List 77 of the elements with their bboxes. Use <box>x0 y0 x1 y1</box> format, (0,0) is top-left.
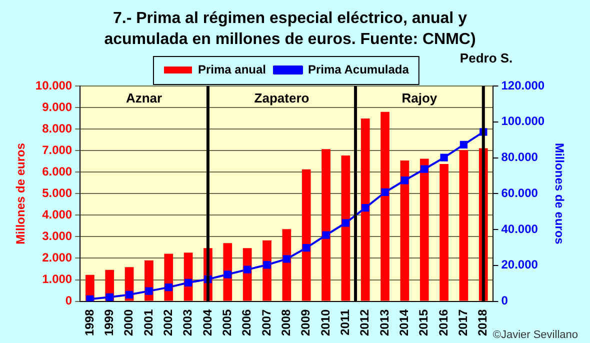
point <box>420 165 428 173</box>
x-tick-label: 2000 <box>122 308 136 336</box>
x-tick-label: 2011 <box>338 308 352 336</box>
x-tick-label: 2013 <box>377 308 392 336</box>
x-tick-label: 2016 <box>436 308 450 336</box>
bar <box>360 118 370 301</box>
y-tick-label: 0 <box>65 294 72 308</box>
bar <box>459 150 468 301</box>
point <box>381 188 389 196</box>
bar <box>440 164 448 301</box>
y-tick-label: 9.000 <box>42 100 72 114</box>
point <box>86 295 94 302</box>
bar <box>302 169 311 301</box>
y2-axis-title: Millones de euros <box>552 142 566 245</box>
bar <box>341 156 350 301</box>
y-tick-label: 10.000 <box>35 78 72 92</box>
band-label: Pedro S. <box>460 50 513 66</box>
x-tick-label: 2015 <box>416 308 431 336</box>
chart-title: 7.- Prima al régimen especial eléctrico, anual y acumulada en millones de euros. Fuente: CNMC) <box>103 9 477 50</box>
point <box>400 176 409 184</box>
y2-tick-label: 100.000 <box>501 114 545 128</box>
x-tick-label: 2005 <box>220 308 234 336</box>
y-tick-label: 8.000 <box>42 121 72 136</box>
y2-tick-label: 80.000 <box>501 150 538 164</box>
point <box>243 266 252 274</box>
point <box>322 231 330 239</box>
x-tick-label: 1998 <box>82 308 96 336</box>
point <box>440 154 448 162</box>
band-label: Aznar <box>126 90 162 106</box>
x-tick-label: 2002 <box>160 308 175 336</box>
y2-tick-label: 0 <box>501 294 508 308</box>
point <box>460 140 468 148</box>
x-tick-label: 2018 <box>476 308 490 336</box>
x-tick-label: 2007 <box>259 308 274 336</box>
point <box>342 219 350 227</box>
bar <box>380 112 390 301</box>
x-tick-label: 2006 <box>240 308 254 336</box>
x-tick-label: 1999 <box>102 308 116 336</box>
text: ©Javier Sevillano <box>492 329 578 341</box>
bar <box>400 160 410 301</box>
point <box>125 290 134 298</box>
y-axis-title: Millones de euros <box>14 142 28 244</box>
x-tick-label: 2009 <box>298 308 313 336</box>
point <box>224 270 232 278</box>
band-label: Rajoy <box>402 90 438 106</box>
x-tick-label: 2004 <box>200 308 214 336</box>
legend-label: Prima anual <box>198 62 266 76</box>
y-tick-label: 1.000 <box>42 272 72 286</box>
y-tick-label: 7.000 <box>42 142 72 157</box>
y-tick-label: 2.000 <box>42 250 72 265</box>
y-tick-label: 4.000 <box>42 207 72 222</box>
x-tick-label: 2010 <box>318 308 332 336</box>
y-tick-label: 6.000 <box>42 164 72 178</box>
point <box>184 278 192 286</box>
point <box>106 293 114 302</box>
point <box>302 244 310 252</box>
x-tick-label: 2003 <box>180 308 195 336</box>
x-tick-label: 2012 <box>358 308 372 336</box>
point <box>282 255 290 263</box>
y2-tick-label: 20.000 <box>501 258 538 272</box>
point <box>145 287 153 295</box>
point <box>164 283 172 292</box>
y-tick-label: 5.000 <box>42 186 72 200</box>
x-tick-label: 2001 <box>141 308 156 336</box>
point <box>263 261 271 269</box>
band-label: Zapatero <box>254 90 310 106</box>
bar <box>420 158 429 301</box>
x-tick-label: 2014 <box>397 308 412 336</box>
y2-tick-label: 120.000 <box>501 78 545 92</box>
legend-label: Prima Acumulada <box>308 62 410 76</box>
y2-tick-label: 60.000 <box>501 186 538 200</box>
bar <box>322 149 330 301</box>
point <box>362 204 370 212</box>
y-tick-label: 3.000 <box>42 229 72 244</box>
y2-tick-label: 40.000 <box>501 222 538 236</box>
x-tick-label: 2017 <box>456 308 470 336</box>
x-tick-label: 2008 <box>278 308 293 336</box>
